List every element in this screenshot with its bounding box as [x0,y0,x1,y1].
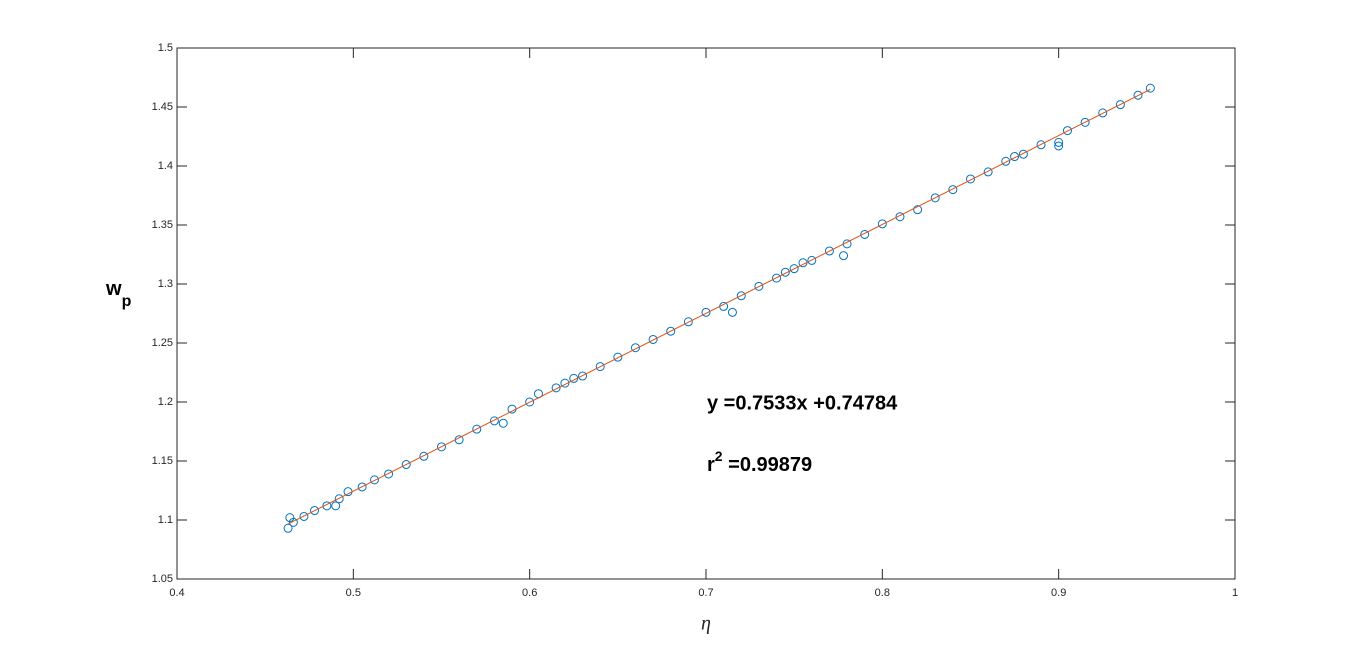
scatter-point [754,281,764,291]
scatter-point [334,494,344,504]
scatter-point [966,174,975,184]
scatter-point [551,383,561,393]
scatter-point [1001,156,1011,166]
y-tick-label: 1.05 [152,573,173,585]
scatter-point [357,482,367,492]
x-tick-label: 0.4 [169,587,184,599]
scatter-point [701,307,711,317]
scatter-point [1098,108,1108,118]
scatter-point [401,460,411,470]
scatter-point [895,212,905,222]
r-squared-base: r [707,454,715,476]
y-tick-label: 1.45 [152,101,173,113]
scatter-point [1054,137,1064,147]
y-axis-label: wp [105,278,132,310]
scatter-point [419,451,429,461]
y-tick-label: 1.3 [158,278,173,290]
scatter-point [472,424,482,434]
scatter-point [1133,90,1143,100]
scatter-point [877,219,887,229]
x-tick-label: 0.5 [346,587,361,599]
scatter-point [498,418,508,428]
scatter-point [1115,100,1125,110]
scatter-point [1036,140,1046,150]
scatter-point [1018,149,1028,159]
scatter-point [560,378,570,388]
scatter-point [310,506,320,516]
scatter-point [839,251,849,261]
scatter-point [525,397,535,407]
y-tick-label: 1.2 [158,396,173,408]
scatter-point [913,205,923,215]
scatter-point [772,273,782,283]
scatter-point [1145,83,1155,93]
scatter-point [780,267,790,277]
scatter-point [1054,141,1064,151]
r-squared-superscript: 2 [715,448,723,464]
scatter-point [930,193,940,203]
y-tick-label: 1.1 [158,514,173,526]
scatter-point [489,416,499,426]
scatter-point [648,334,658,344]
y-tick-label: 1.4 [158,160,173,172]
equation: y =0.7533x +0.74784 [707,392,898,414]
scatter-point [860,229,870,239]
scatter-point [727,307,737,317]
scatter-point [322,501,332,511]
y-axis-label-subscript: p [122,293,132,310]
scatter-point [807,255,817,265]
x-tick-label: 0.8 [875,587,890,599]
fit-line [286,88,1151,525]
y-tick-label: 1.15 [152,455,173,467]
scatter-point [331,501,341,511]
scatter-point [948,185,958,195]
x-tick-label: 0.6 [522,587,537,599]
scatter-point [578,371,588,381]
scatter-point [437,442,446,452]
scatter-point [1062,126,1072,136]
y-axis-label-base: w [105,278,122,300]
scatter-point [1010,152,1020,162]
scatter-point [1080,117,1090,127]
scatter-point [384,469,394,479]
y-tick-label: 1.25 [152,337,173,349]
scatter-point [595,362,605,372]
x-tick-label: 1 [1232,587,1238,599]
y-tick-label: 1.35 [152,219,173,231]
scatter-point [666,326,676,336]
scatter-point [736,291,746,301]
x-tick-label: 0.9 [1051,587,1066,599]
scatter-point [824,246,834,256]
scatter-point [288,517,298,527]
scatter-point [789,264,799,274]
scatter-point [630,343,640,353]
scatter-point [983,167,993,177]
x-tick-label: 0.7 [698,587,713,599]
scatter-point [613,352,623,362]
scatter-point [299,511,309,521]
x-axis-label: η [701,613,711,635]
y-tick-label: 1.5 [158,42,173,54]
scatter-point [683,317,693,327]
r-squared: r2 =0.99879 [707,448,812,477]
r-squared-value: =0.99879 [723,454,813,476]
scatter-point [369,475,379,485]
